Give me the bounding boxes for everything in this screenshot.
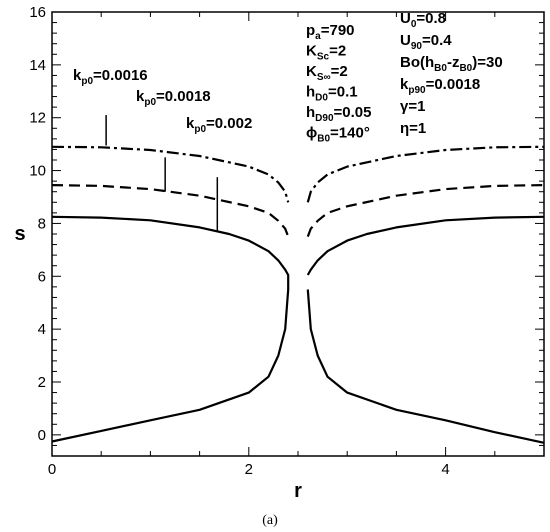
curves xyxy=(51,145,545,444)
param-left-5: hD90=0.05 xyxy=(306,104,372,124)
param-left-6: ϕB0=140° xyxy=(306,125,370,145)
param-right-4: kp90=0.0018 xyxy=(400,76,480,96)
series-line-1-right-branch xyxy=(306,289,545,444)
param-right-3: Bo(hB0-zB0)=30 xyxy=(400,54,503,74)
series-line-2-right-branch xyxy=(306,184,545,237)
y-tick-label: 6 xyxy=(38,268,46,285)
curve-label-2: kp0=0.0018 xyxy=(136,88,211,108)
y-tick-label: 2 xyxy=(38,374,46,391)
param-left-2: KSc=2 xyxy=(306,43,346,63)
param-right-1: U0=0.8 xyxy=(400,10,446,30)
y-tick-label: 12 xyxy=(29,110,46,127)
param-right-6: η=1 xyxy=(400,120,426,137)
y-tick-label: 0 xyxy=(38,427,46,444)
curve-label-3: kp0=0.002 xyxy=(186,115,252,135)
y-tick-label: 16 xyxy=(29,4,46,21)
series-line-2-left-branch xyxy=(51,184,290,237)
x-tick-label: 0 xyxy=(48,461,56,478)
y-tick-label: 4 xyxy=(38,321,46,338)
param-left-4: hD0=0.1 xyxy=(306,84,358,104)
figure-caption: (a) xyxy=(262,513,278,528)
x-tick-label: 4 xyxy=(441,461,449,478)
x-axis-title: r xyxy=(294,480,302,502)
param-right-2: U90=0.4 xyxy=(400,32,452,52)
series-line-3-right-branch xyxy=(306,145,545,203)
tick-labels: 0 2 4 0 2 4 6 8 10 12 14 16 xyxy=(29,4,449,478)
axis-ticks xyxy=(51,11,545,457)
curve-label-1: kp0=0.0016 xyxy=(73,67,148,87)
y-axis-title: s xyxy=(14,223,25,245)
y-tick-label: 10 xyxy=(29,163,46,180)
param-left-3: KS∞=2 xyxy=(306,63,348,83)
param-right-5: γ=1 xyxy=(400,98,425,115)
series-line-1-right-upper xyxy=(306,215,545,276)
param-left-1: pa=790 xyxy=(306,22,355,42)
y-tick-label: 8 xyxy=(38,215,46,232)
series-line-1-left-branch xyxy=(51,215,290,443)
leader-lines xyxy=(105,115,219,232)
y-tick-label: 14 xyxy=(29,57,46,74)
x-tick-label: 2 xyxy=(245,461,253,478)
series-line-3-left-branch xyxy=(51,145,290,203)
